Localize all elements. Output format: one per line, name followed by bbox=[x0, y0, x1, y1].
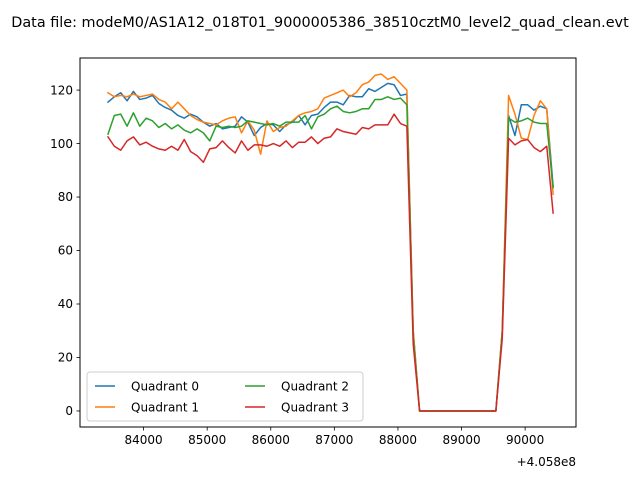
series-line-quadrant-3 bbox=[106, 113, 554, 412]
y-tick-label: 20 bbox=[58, 351, 73, 365]
legend-item-quadrant-3: Quadrant 3 bbox=[245, 401, 349, 415]
legend-label: Quadrant 0 bbox=[131, 380, 199, 394]
legend-item-quadrant-1: Quadrant 1 bbox=[95, 401, 199, 415]
legend-label: Quadrant 2 bbox=[281, 380, 349, 394]
y-tick-label: 100 bbox=[50, 137, 73, 151]
chart-title: Data file: modeM0/AS1A12_018T01_90000053… bbox=[11, 15, 629, 31]
y-axis: 0 20 40 60 80 100 120 bbox=[50, 83, 80, 418]
x-axis-offset-label: +4.058e8 bbox=[517, 455, 576, 469]
plot-area bbox=[106, 73, 554, 412]
x-tick-label: 86000 bbox=[252, 433, 290, 447]
legend-frame bbox=[86, 371, 364, 422]
legend-label: Quadrant 3 bbox=[281, 401, 349, 415]
x-tick-label: 84000 bbox=[124, 433, 162, 447]
x-tick-label: 87000 bbox=[315, 433, 353, 447]
y-tick-label: 80 bbox=[58, 190, 73, 204]
legend: Quadrant 0 Quadrant 1 Quadrant 2 Quadrant 3 bbox=[86, 371, 364, 422]
y-tick-label: 40 bbox=[58, 297, 73, 311]
legend-label: Quadrant 1 bbox=[131, 401, 199, 415]
x-tick-label: 89000 bbox=[442, 433, 480, 447]
y-tick-label: 120 bbox=[50, 83, 73, 97]
y-tick-label: 0 bbox=[65, 404, 73, 418]
axes-frame bbox=[79, 57, 577, 428]
legend-item-quadrant-0: Quadrant 0 bbox=[95, 380, 199, 394]
x-tick-label: 88000 bbox=[379, 433, 417, 447]
x-tick-label: 90000 bbox=[506, 433, 544, 447]
y-tick-label: 60 bbox=[58, 244, 73, 258]
x-tick-label: 85000 bbox=[188, 433, 226, 447]
legend-item-quadrant-2: Quadrant 2 bbox=[245, 380, 349, 394]
series-3 bbox=[106, 113, 554, 412]
x-axis: 84000 85000 86000 87000 88000 89000 90000 bbox=[124, 427, 544, 447]
